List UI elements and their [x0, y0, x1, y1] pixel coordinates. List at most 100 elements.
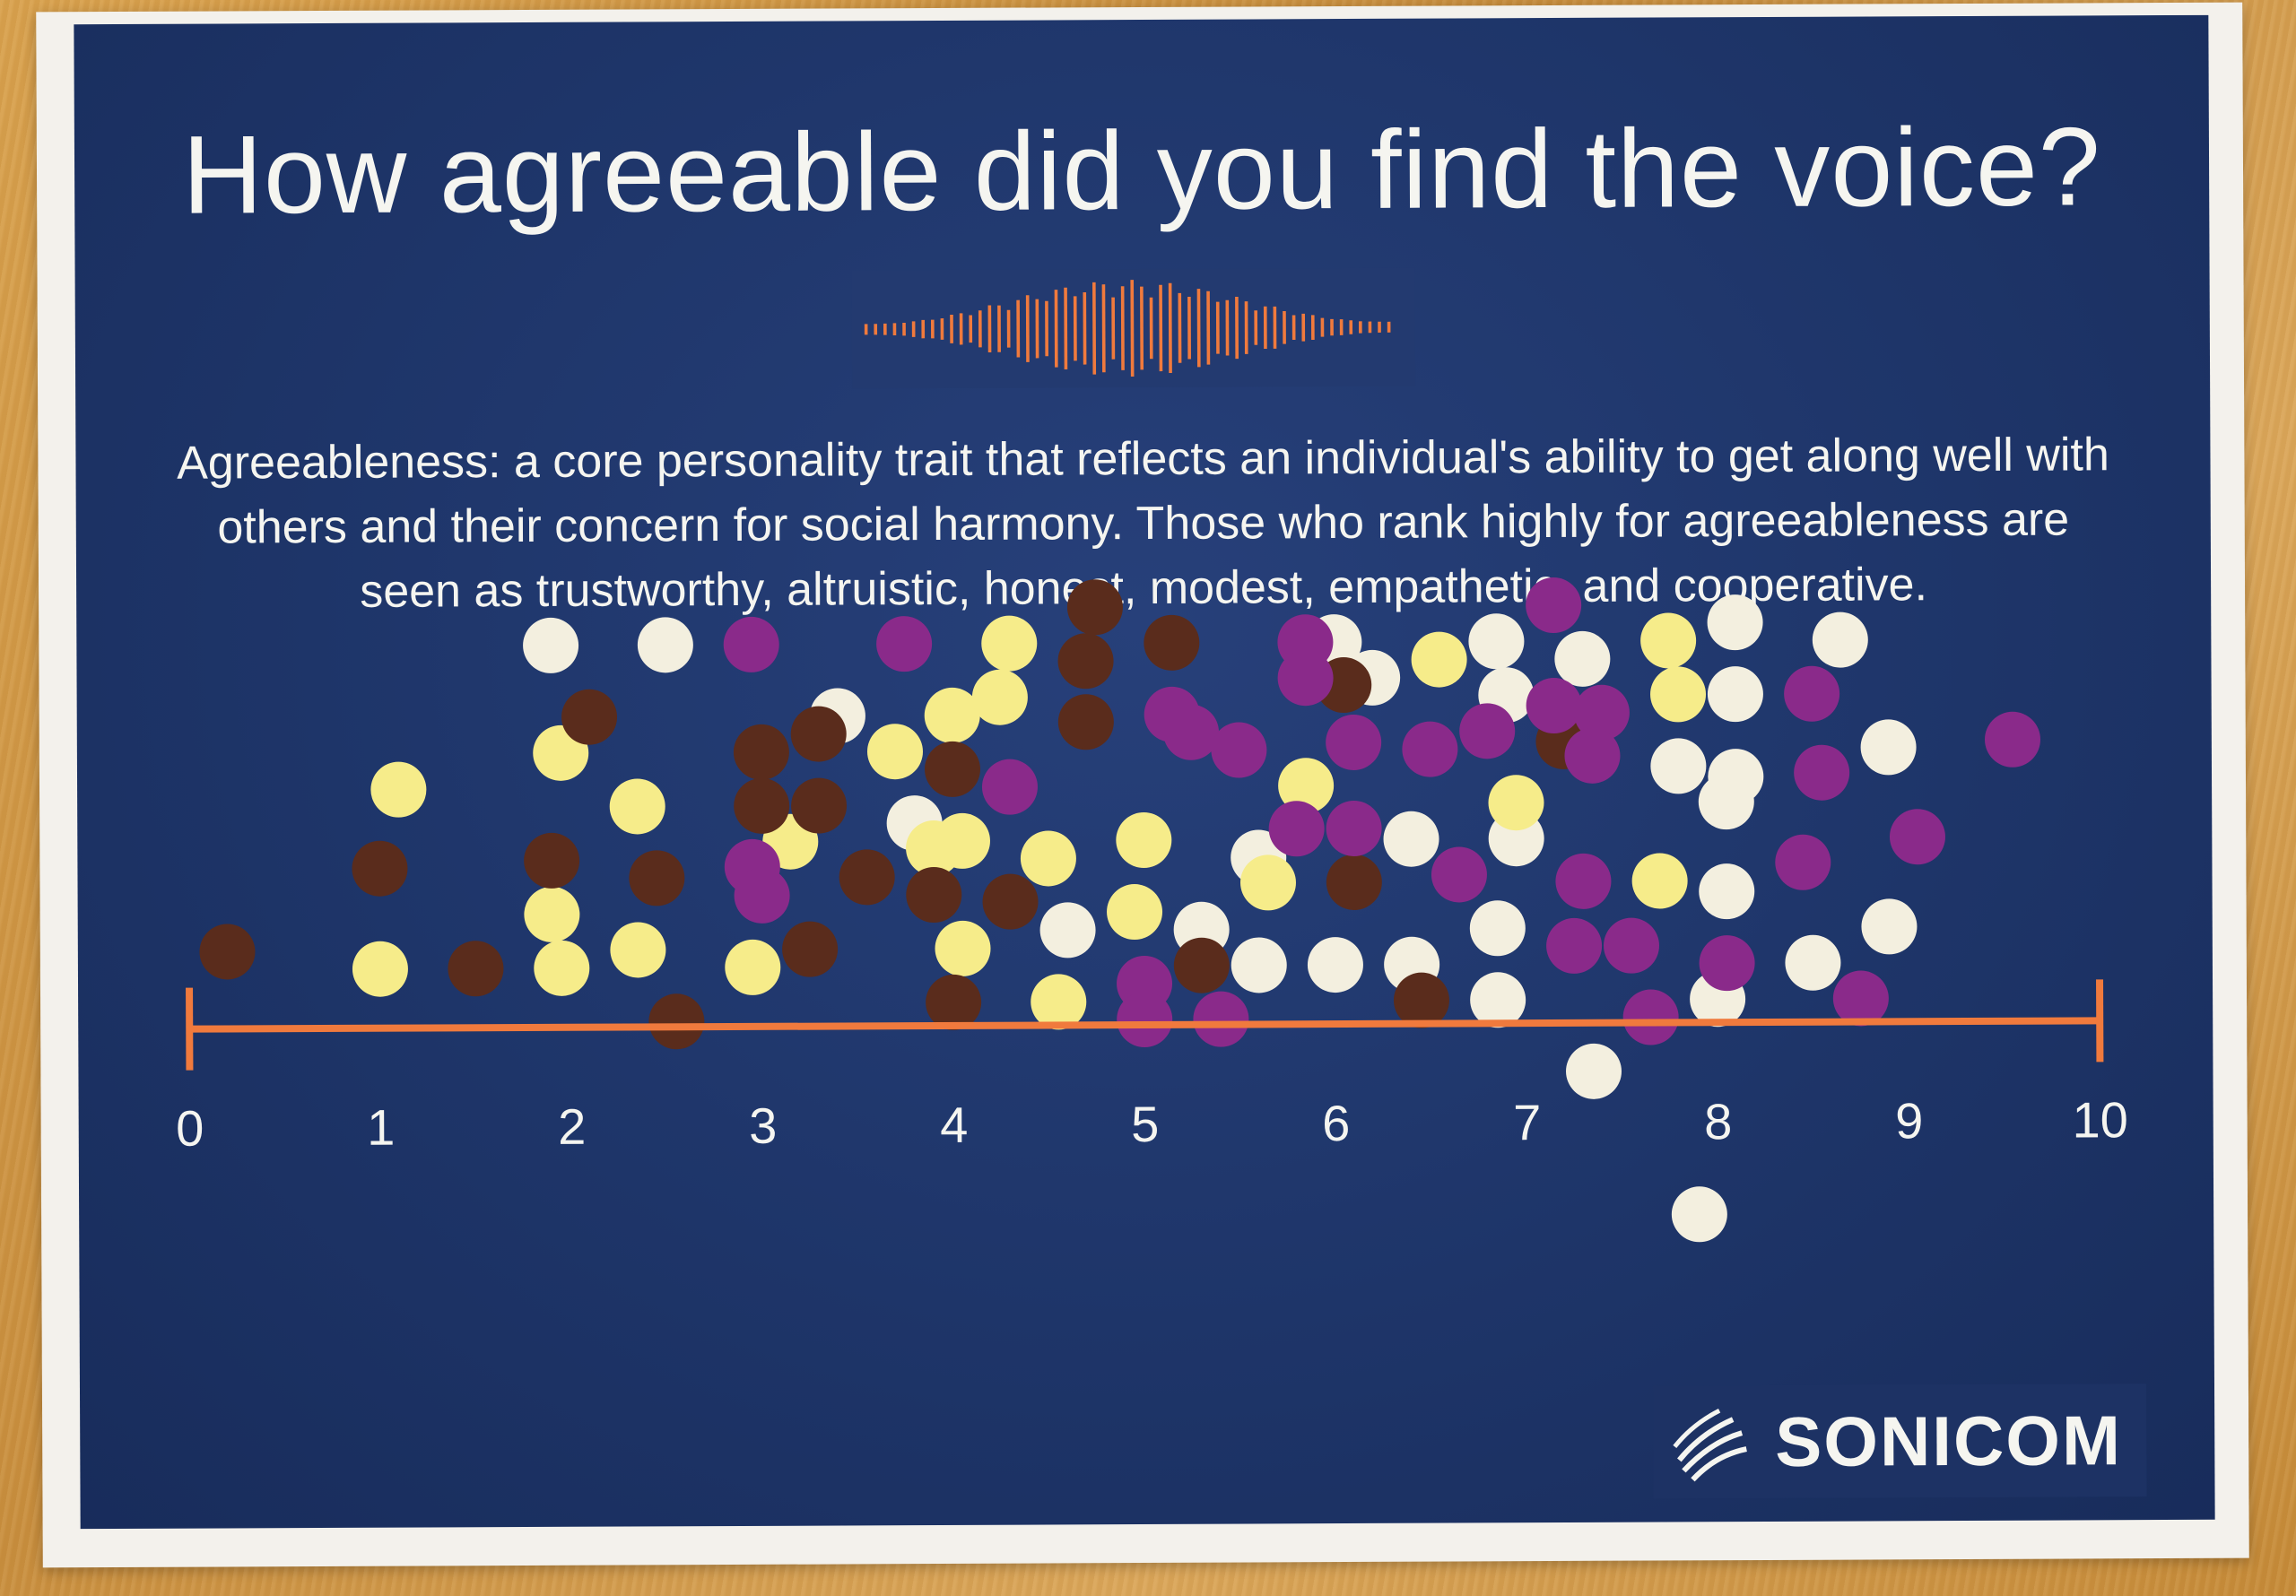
white-sticker-dot — [1812, 612, 1868, 668]
waveform-bar — [1206, 291, 1211, 365]
purple-sticker-dot — [734, 867, 790, 924]
waveform-bar — [1310, 315, 1315, 340]
tick-label-0: 0 — [176, 1100, 204, 1157]
yellow-sticker-dot — [1640, 612, 1697, 669]
waveform-bar — [1320, 317, 1325, 337]
waveform-bar — [959, 313, 963, 345]
yellow-sticker-dot — [971, 669, 1028, 725]
waveform-bar — [1006, 309, 1011, 348]
purple-sticker-dot — [1573, 684, 1630, 741]
tick-label-4: 4 — [940, 1097, 968, 1153]
waveform-bar — [1120, 286, 1125, 370]
brown-sticker-dot — [1173, 937, 1230, 993]
waveform-bar — [1273, 306, 1277, 349]
axis-line — [189, 1017, 2100, 1033]
brown-sticker-dot — [791, 777, 848, 834]
waveform-bar — [1283, 310, 1286, 344]
rating-axis — [186, 979, 2104, 1071]
purple-sticker-dot — [1564, 727, 1621, 784]
white-sticker-dot — [523, 617, 579, 673]
white-sticker-dot — [1860, 719, 1917, 776]
yellow-sticker-dot — [935, 920, 991, 976]
purple-sticker-dot — [1268, 801, 1325, 857]
waveform-bar — [1159, 284, 1163, 372]
purple-sticker-dot — [1546, 917, 1603, 974]
brown-sticker-dot — [1144, 614, 1200, 671]
yellow-sticker-dot — [1239, 854, 1296, 911]
waveform-bar — [1292, 315, 1296, 341]
yellow-sticker-dot — [609, 778, 665, 835]
waveform-bar — [1178, 292, 1182, 363]
yellow-sticker-dot — [610, 922, 666, 978]
waveform-bar — [1083, 292, 1087, 365]
waveform-bar — [1378, 321, 1381, 333]
waveform-bar — [1101, 284, 1106, 373]
white-sticker-dot — [1383, 811, 1439, 867]
waveform-bar — [1149, 297, 1153, 360]
purple-sticker-dot — [1277, 650, 1334, 707]
tick-label-5: 5 — [1131, 1096, 1159, 1152]
brown-sticker-dot — [448, 941, 504, 997]
waveform-bar — [930, 319, 935, 339]
waveform-bar — [1140, 286, 1144, 370]
purple-sticker-dot — [1117, 992, 1173, 1048]
audio-waveform-icon — [851, 267, 1416, 389]
purple-sticker-dot — [1402, 721, 1458, 777]
waveform-bar — [883, 323, 887, 335]
yellow-sticker-dot — [1031, 974, 1087, 1030]
waveform-bar — [874, 324, 878, 335]
waveform-bar — [1339, 319, 1344, 335]
yellow-sticker-dot — [981, 615, 1038, 672]
purple-sticker-dot — [1699, 935, 1755, 992]
brown-sticker-dot — [1057, 633, 1114, 690]
white-sticker-dot — [1698, 774, 1754, 830]
white-sticker-dot — [1699, 863, 1755, 920]
waveform-bar — [1045, 300, 1048, 357]
purple-sticker-dot — [1193, 991, 1249, 1047]
brown-sticker-dot — [561, 689, 618, 745]
waveform-bar — [1215, 301, 1220, 354]
tick-label-2: 2 — [558, 1098, 586, 1155]
sonicom-swoosh-icon — [1673, 1408, 1747, 1482]
waveform-bar — [940, 318, 944, 340]
white-sticker-dot — [1468, 613, 1525, 670]
purple-sticker-dot — [1775, 834, 1831, 890]
waveform-bar — [1225, 299, 1230, 356]
yellow-sticker-dot — [1631, 853, 1688, 909]
waveform-bar — [1064, 287, 1068, 370]
white-sticker-dot — [1566, 1043, 1622, 1099]
brown-sticker-dot — [1057, 694, 1114, 750]
tick-label-7: 7 — [1513, 1094, 1541, 1150]
waveform-bar — [902, 322, 906, 336]
waveform-bar — [1187, 297, 1191, 360]
yellow-sticker-dot — [725, 939, 781, 995]
brown-sticker-dot — [199, 924, 256, 980]
waveform-bar — [1235, 296, 1239, 360]
brown-sticker-dot — [629, 850, 685, 906]
brown-sticker-dot — [839, 849, 895, 906]
purple-sticker-dot — [1431, 846, 1487, 903]
brown-sticker-dot — [524, 832, 580, 889]
waveform-bar — [969, 315, 973, 343]
yellow-sticker-dot — [1650, 666, 1707, 723]
brown-sticker-dot — [926, 974, 982, 1030]
waveform-bar — [1130, 280, 1135, 377]
waveform-bar — [921, 319, 926, 339]
waveform-bar — [864, 324, 868, 335]
brown-sticker-dot — [733, 724, 789, 780]
waveform-bar — [1359, 321, 1362, 334]
waveform-bar — [1368, 321, 1372, 334]
brown-sticker-dot — [906, 867, 962, 924]
yellow-sticker-dot — [1411, 631, 1467, 688]
yellow-sticker-dot — [866, 724, 923, 780]
white-sticker-dot — [1470, 972, 1526, 1028]
waveform-bar — [950, 315, 953, 343]
purple-sticker-dot — [723, 616, 779, 672]
waveform-bar — [1263, 306, 1267, 350]
sticker-dots-layer — [199, 577, 2041, 1243]
brown-sticker-dot — [982, 873, 1039, 930]
purple-sticker-dot — [1459, 703, 1516, 759]
brown-sticker-dot — [1393, 972, 1449, 1028]
waveform-bar — [978, 310, 982, 348]
purple-sticker-dot — [1832, 970, 1889, 1027]
